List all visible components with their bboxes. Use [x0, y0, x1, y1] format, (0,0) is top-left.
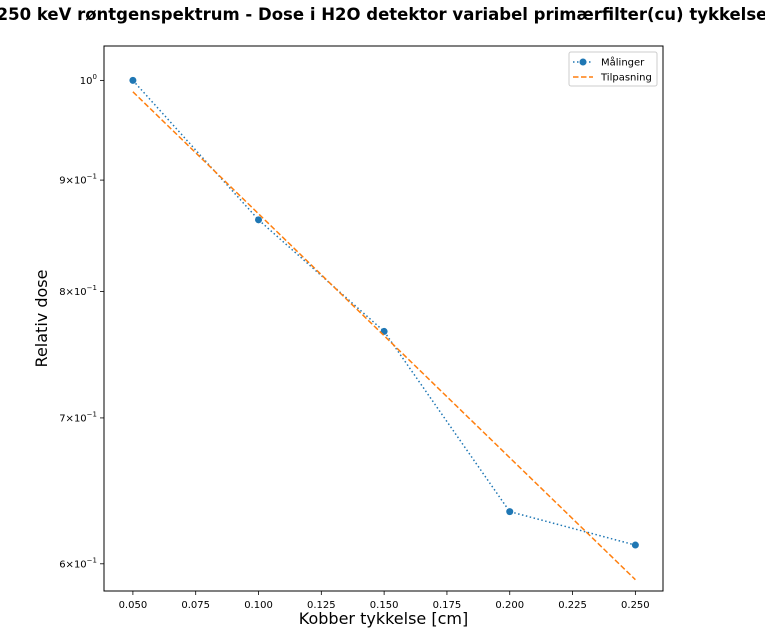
plot-area-frame — [103, 45, 664, 592]
x-axis-label: Kobber tykkelse [cm] — [299, 609, 468, 628]
y-axis-label: Relativ dose — [32, 270, 51, 368]
x-tick-label: 0.050 — [119, 600, 148, 611]
x-tick-label: 0.200 — [495, 600, 524, 611]
y-axis-ticks: 100 9×10−1 8×10−1 7×10−1 6×10−1 — [59, 73, 104, 570]
x-tick-label: 0.075 — [181, 600, 210, 611]
x-tick-label: 0.250 — [621, 600, 650, 611]
x-tick-label: 0.175 — [433, 600, 462, 611]
series-layer — [129, 76, 639, 581]
data-point — [506, 508, 514, 516]
series-line-2 — [132, 91, 636, 581]
data-point — [255, 216, 263, 224]
legend-label-2: Tilpasning — [600, 73, 652, 84]
y-tick-label: 7×10−1 — [59, 410, 97, 424]
legend-marker — [579, 58, 587, 66]
x-tick-label: 0.100 — [244, 600, 273, 611]
x-tick-label: 0.150 — [370, 600, 399, 611]
y-tick-label: 6×10−1 — [59, 556, 97, 570]
legend-label-1: Målinger — [601, 56, 645, 69]
legend: Målinger Tilpasning — [568, 51, 658, 87]
y-tick-label: 9×10−1 — [59, 173, 97, 187]
data-point — [129, 76, 137, 84]
x-tick-label: 0.225 — [558, 600, 587, 611]
y-tick-label: 8×10−1 — [59, 284, 97, 298]
x-tick-label: 0.125 — [307, 600, 336, 611]
chart-title: 250 keV røntgenspektrum - Dose i H2O det… — [0, 5, 765, 24]
y-tick-label: 100 — [80, 73, 97, 87]
data-point — [631, 541, 639, 549]
x-axis-ticks: 0.050 0.075 0.100 0.125 0.150 0.175 0.200 0.225… — [119, 591, 650, 611]
series-line-1 — [132, 79, 636, 546]
